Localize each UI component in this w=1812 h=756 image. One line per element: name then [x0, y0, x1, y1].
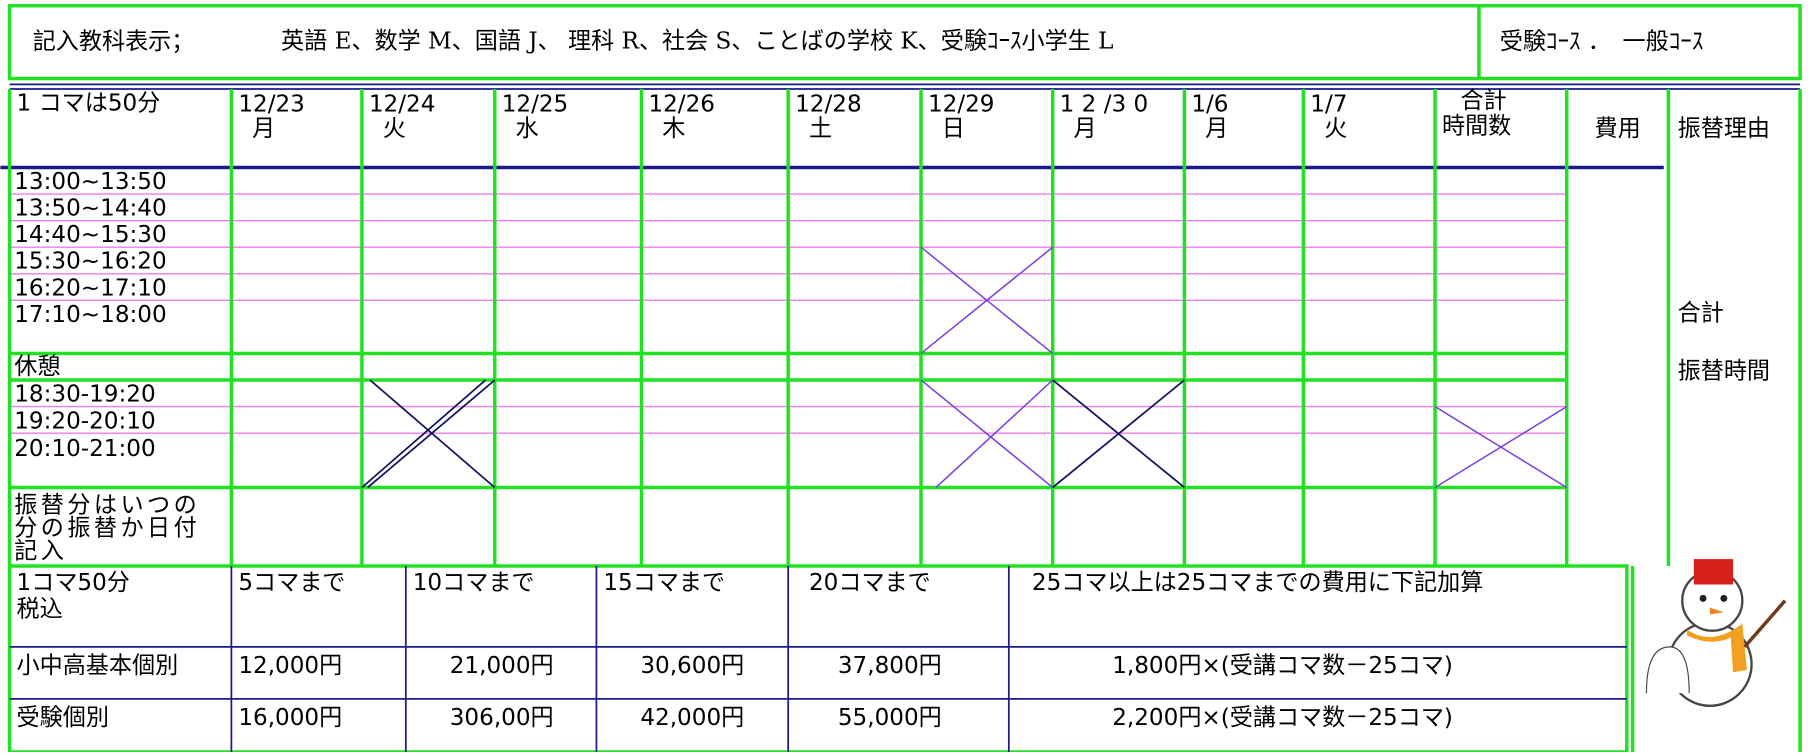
- time-slot: 13:50~14:40: [14, 196, 166, 222]
- date: 12/25: [502, 92, 569, 118]
- date: 12/23: [238, 92, 305, 118]
- date: 1/7: [1310, 92, 1347, 118]
- corner: 1 コマは50分: [17, 90, 161, 116]
- price-cell: 12,000円: [238, 653, 342, 679]
- transfer-note: 振替分はいつの: [14, 492, 200, 518]
- time-slot: 20:10-21:00: [14, 436, 155, 462]
- time-slot: 16:20~17:10: [14, 275, 166, 301]
- weekday: 日: [942, 116, 965, 142]
- price-cell: 21,000円: [450, 653, 554, 679]
- weekday: 火: [383, 116, 406, 142]
- row-label: 受験個別: [17, 705, 109, 731]
- weekday: 火: [1324, 116, 1347, 142]
- date: 1/6: [1191, 92, 1228, 118]
- reason-header: 振替理由: [1678, 116, 1770, 142]
- side-label: 合計: [1678, 301, 1724, 327]
- time-slot: 13:00~13:50: [14, 169, 166, 195]
- price-header: 5コマまで: [238, 570, 345, 596]
- weekday: 木: [662, 116, 685, 142]
- side-label: 振替時間: [1678, 358, 1770, 384]
- cross-marks: [361, 246, 1568, 489]
- snowman: [1645, 559, 1787, 707]
- weekday: 水: [516, 116, 539, 142]
- price-cell: 30,600円: [640, 653, 744, 679]
- header-label: 記入教科表示；: [33, 29, 195, 55]
- date: 12/24: [369, 92, 436, 118]
- price-header: 10コマまで: [413, 570, 535, 596]
- row-label: 小中高基本個別: [17, 653, 179, 679]
- total-header: 時間数: [1442, 114, 1511, 140]
- header-subjects: 英語 E、数学 M、国語 J、 理科 R、社会 S、ことばの学校 K、受験ｺｰｽ…: [281, 29, 1113, 55]
- price-cell: 37,800円: [838, 653, 942, 679]
- date: 12/28: [795, 92, 862, 118]
- price-cell: 42,000円: [640, 705, 744, 731]
- weekday: 月: [252, 116, 275, 142]
- weekday: 月: [1073, 116, 1096, 142]
- price-cell: 1,800円×(受講コマ数－25コマ): [1112, 653, 1453, 679]
- price-corner: 1コマ50分: [17, 570, 130, 596]
- transfer-note: 記入: [14, 539, 67, 565]
- price-cell: 55,000円: [838, 705, 942, 731]
- date: 12/29: [928, 92, 995, 118]
- time-slot: 15:30~16:20: [14, 249, 166, 275]
- weekday: 土: [809, 116, 832, 142]
- price-cell: 2,200円×(受講コマ数－25コマ): [1112, 705, 1453, 731]
- time-slot: 19:20-20:10: [14, 409, 155, 435]
- price-corner: 税込: [17, 596, 63, 622]
- header-course: 受験ｺｰｽ ． 一般ｺｰｽ: [1500, 29, 1704, 55]
- date: 1 2 /3 0: [1060, 92, 1149, 118]
- break-label: 休憩: [14, 354, 60, 380]
- date: 12/26: [648, 92, 715, 118]
- weekday: 月: [1205, 116, 1228, 142]
- header-box: [7, 4, 1802, 81]
- cost-header: 費用: [1594, 116, 1640, 142]
- price-header: 20コマまで: [809, 570, 931, 596]
- price-header: 15コマまで: [603, 570, 725, 596]
- transfer-note: 分の振替か日付: [14, 516, 200, 542]
- time-slot: 18:30-19:20: [14, 382, 155, 408]
- price-header: 25コマ以上は25コマまでの費用に下記加算: [1032, 570, 1483, 596]
- time-slot: 17:10~18:00: [14, 302, 166, 328]
- total-header: 合計: [1460, 88, 1506, 114]
- price-cell: 16,000円: [238, 705, 342, 731]
- price-cell: 306,00円: [450, 705, 554, 731]
- time-slot: 14:40~15:30: [14, 222, 166, 248]
